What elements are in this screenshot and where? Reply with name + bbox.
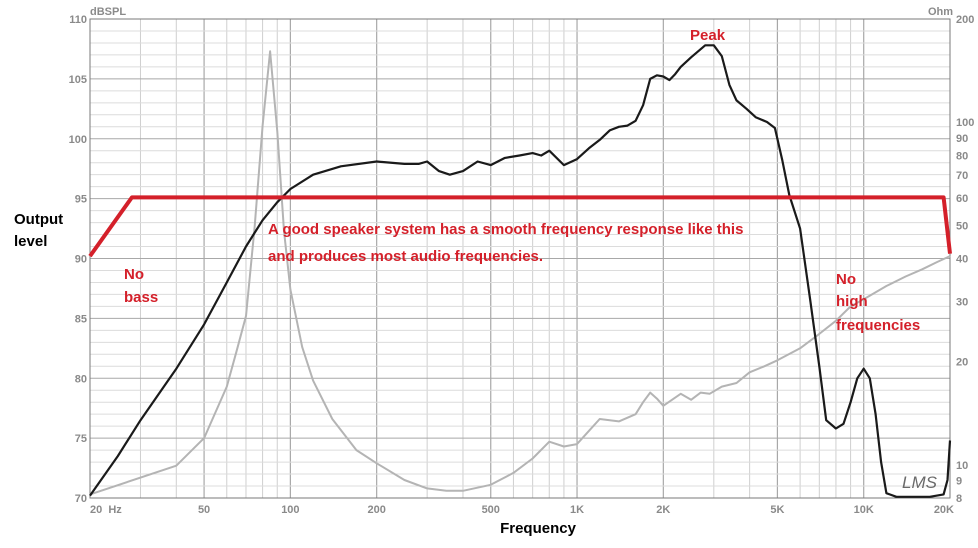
x-tick-label: 5K [770,504,784,516]
y-axis-label-line2: level [14,233,47,250]
axis-ticks: 20 Hz 50 100 200 500 1K 2K 5K 10K 20K707580859095… [69,14,975,516]
y-tick-label: 70 [75,493,87,505]
y-right-tick-label: 90 [956,133,968,145]
y-right-tick-label: 10 [956,460,968,472]
y-tick-label: 85 [75,313,87,325]
peak-annotation: Peak [690,27,726,44]
no-high-annotation-line2: high [836,293,868,310]
x-tick-label: 2K [656,504,670,516]
y-tick-label: 75 [75,433,87,445]
lms-watermark: LMS [902,473,938,492]
right-axis-unit: Ohm [928,6,953,18]
x-tick-label: 50 [198,504,210,516]
y-right-tick-label: 30 [956,296,968,308]
x-tick-label: 1K [570,504,584,516]
no-high-annotation-line3: frequencies [836,317,920,334]
spl-curve [89,44,952,498]
y-tick-label: 90 [75,254,87,266]
ideal-response-overlay [88,195,952,258]
y-tick-label: 105 [69,74,87,86]
no-bass-annotation-line2: bass [124,289,158,306]
y-axis-label: Output [14,211,63,228]
x-tick-label: 500 [482,504,500,516]
x-tick-label: 20K [934,504,954,516]
annotations: Peak No bass A good speaker system has a… [124,27,920,334]
main-annotation-line1: A good speaker system has a smooth frequ… [268,221,743,238]
x-tick-label: 100 [281,504,299,516]
y-tick-label: 110 [69,14,87,26]
impedance-curve [89,50,951,496]
x-tick-label: 20 Hz [90,504,122,516]
y-right-tick-label: 80 [956,150,968,162]
y-right-tick-label: 20 [956,357,968,369]
no-bass-annotation-line1: No [124,266,144,283]
y-right-tick-label: 40 [956,254,968,266]
plot-frame [89,18,951,499]
x-tick-label: 10K [854,504,874,516]
y-tick-label: 100 [69,134,87,146]
y-right-tick-label: 50 [956,220,968,232]
y-right-tick-label: 60 [956,193,968,205]
y-right-tick-label: 100 [956,117,974,129]
series-group [89,44,952,498]
no-high-annotation-line1: No [836,271,856,288]
main-annotation-line2: and produces most audio frequencies. [268,248,543,265]
y-right-tick-label: 200 [956,14,974,26]
left-axis-unit: dBSPL [90,6,126,18]
x-axis-label: Frequency [500,520,577,537]
y-right-tick-label: 8 [956,493,962,505]
x-tick-label: 200 [367,504,385,516]
y-tick-label: 80 [75,373,87,385]
y-right-tick-label: 70 [956,170,968,182]
y-tick-label: 95 [75,194,87,206]
y-right-tick-label: 9 [956,475,962,487]
